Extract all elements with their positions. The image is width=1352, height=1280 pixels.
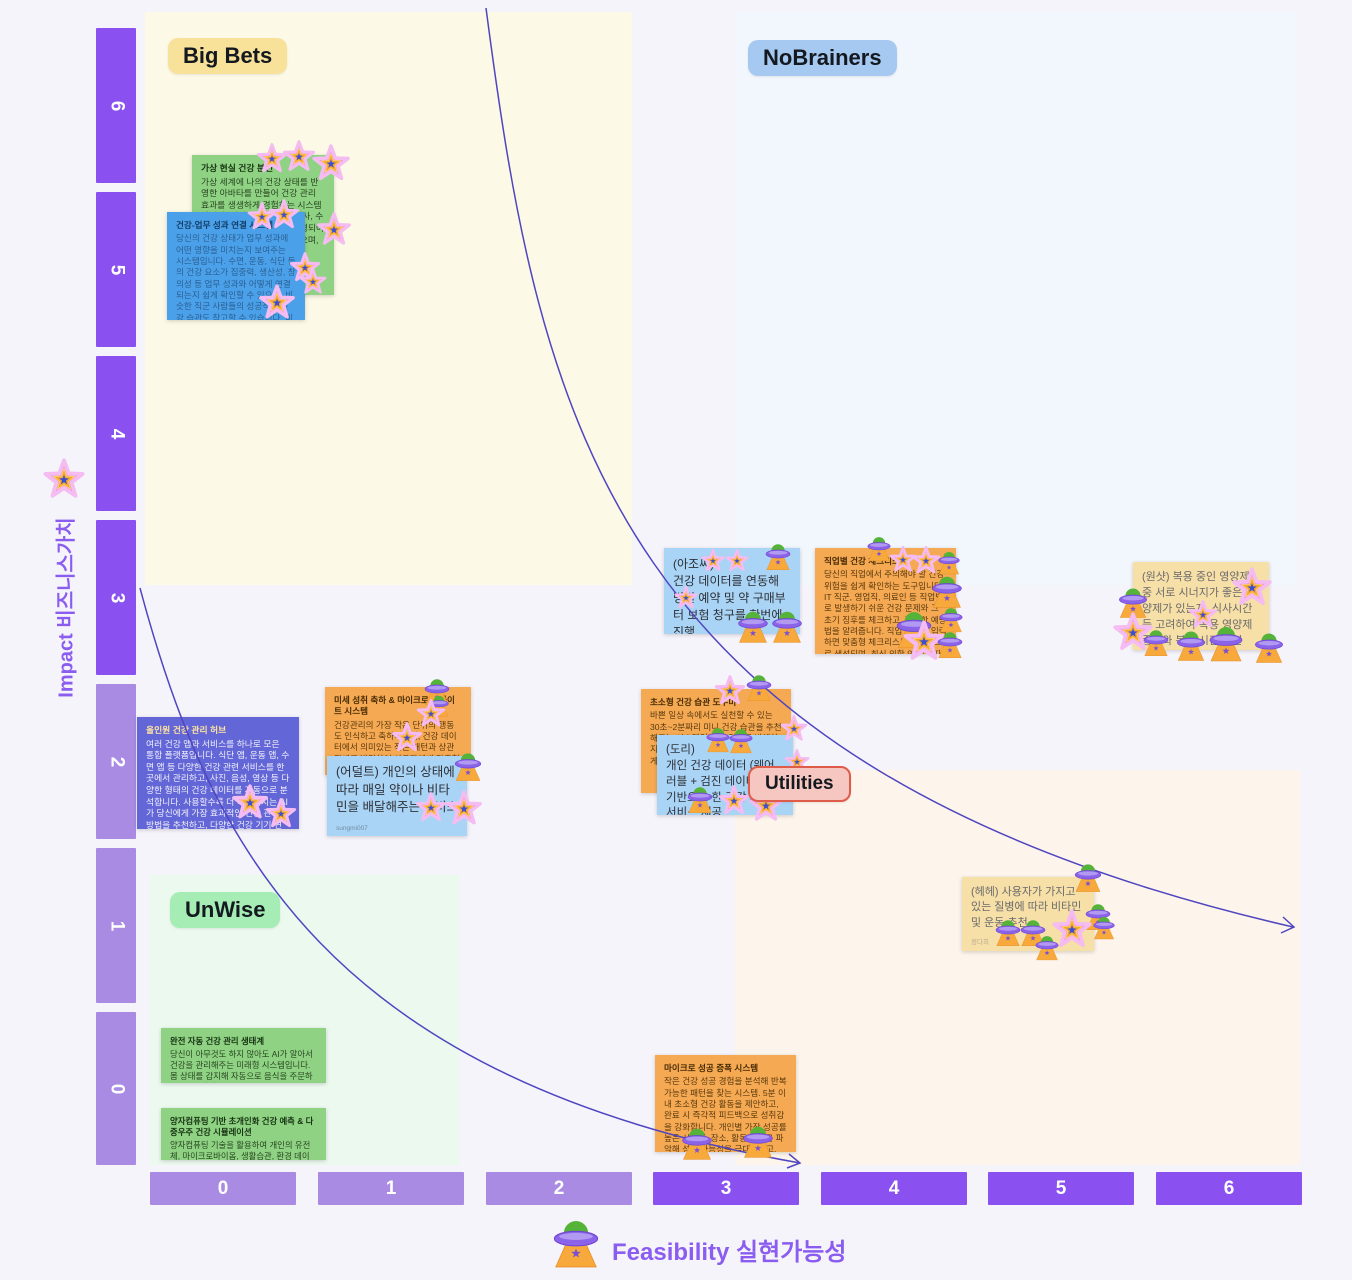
x-tick-0: 0	[150, 1172, 296, 1205]
y-tick-5: 5	[96, 192, 136, 347]
ufo-icon[interactable]	[679, 1126, 715, 1162]
ufo-icon[interactable]	[1091, 915, 1117, 941]
star-icon[interactable]	[267, 198, 301, 232]
note-title: 마이크로 성공 증폭 시스템	[664, 1063, 759, 1073]
ufo-icon	[553, 1220, 599, 1268]
star-icon[interactable]	[779, 714, 809, 744]
star-icon[interactable]	[414, 791, 448, 825]
ufo-icon[interactable]	[763, 542, 793, 572]
star-icon[interactable]	[310, 143, 352, 185]
star-icon[interactable]	[444, 789, 484, 829]
ufo-icon[interactable]	[935, 630, 965, 660]
x-tick-1: 1	[318, 1172, 464, 1205]
y-tick-1: 1	[96, 848, 136, 1003]
star-icon[interactable]	[700, 548, 726, 574]
ufo-icon[interactable]	[929, 574, 965, 610]
y-tick-3: 3	[96, 520, 136, 675]
ufo-icon[interactable]	[769, 609, 805, 645]
note-author: 정다희	[971, 939, 989, 947]
note-body: 당신이 아무것도 하지 않아도 AI가 알아서 건강을 관리해주는 미래형 시스…	[170, 1049, 313, 1083]
star-icon[interactable]	[390, 721, 424, 755]
note-quantum-simulation[interactable]: 양자컴퓨팅 기반 초개인화 건강 예측 & 다중우주 건강 시뮬레이션 양자컴퓨…	[161, 1108, 326, 1160]
x-axis-label: Feasibility 실현가능성	[612, 1239, 847, 1266]
ufo-icon[interactable]	[1174, 629, 1208, 663]
x-tick-2: 2	[486, 1172, 632, 1205]
y-tick-2: 2	[96, 684, 136, 839]
star-icon[interactable]	[257, 283, 297, 323]
star-icon[interactable]	[315, 211, 353, 249]
star-icon[interactable]	[713, 674, 747, 708]
note-title: 건강-업무 성과 연결 시스템	[176, 220, 273, 230]
y-tick-0: 0	[96, 1012, 136, 1165]
ufo-icon[interactable]	[740, 1124, 776, 1160]
note-title: 완전 자동 건강 관리 생태계	[170, 1036, 265, 1046]
star-icon[interactable]	[1230, 566, 1274, 610]
x-tick-6: 6	[1156, 1172, 1302, 1205]
note-work-performance[interactable]: 건강-업무 성과 연결 시스템 당신의 건강 상태가 업무 성과에 어떤 영향을…	[167, 212, 305, 320]
ufo-icon[interactable]	[685, 785, 715, 815]
ufo-icon[interactable]	[727, 727, 755, 755]
x-tick-4: 4	[821, 1172, 967, 1205]
ufo-icon[interactable]	[1206, 624, 1246, 664]
ufo-icon[interactable]	[1072, 862, 1104, 894]
ufo-icon[interactable]	[1141, 628, 1171, 658]
ufo-icon[interactable]	[1252, 631, 1286, 665]
x-tick-3: 3	[653, 1172, 799, 1205]
note-title: 가상 현실 건강 분신	[201, 163, 274, 173]
quadrant-label-nobrainers[interactable]: NoBrainers	[748, 40, 897, 76]
y-tick-4: 4	[96, 356, 136, 511]
quadrant-utilities-region	[735, 770, 1300, 1165]
quadrant-nobrainers-region	[735, 12, 1297, 585]
star-icon[interactable]	[724, 548, 750, 574]
note-auto-ecosystem[interactable]: 완전 자동 건강 관리 생태계 당신이 아무것도 하지 않아도 AI가 알아서 …	[161, 1028, 326, 1083]
ufo-icon[interactable]	[936, 550, 962, 576]
note-body: 당신의 건강 상태가 업무 성과에 어떤 영향을 미치는지 보여주는 시스템입니…	[176, 233, 296, 320]
quadrant-label-big-bets[interactable]: Big Bets	[168, 38, 288, 74]
star-icon[interactable]	[717, 784, 751, 818]
note-title: 올인원 건강 관리 허브	[146, 725, 227, 735]
ufo-icon[interactable]	[744, 673, 774, 703]
star-icon[interactable]	[264, 797, 298, 831]
star-icon[interactable]	[673, 585, 699, 611]
star-icon[interactable]	[298, 267, 328, 297]
quadrant-label-unwise[interactable]: UnWise	[170, 892, 281, 928]
note-title: 양자컴퓨팅 기반 초개인화 건강 예측 & 다중우주 건강 시뮬레이션	[170, 1116, 314, 1138]
x-tick-5: 5	[988, 1172, 1134, 1205]
ufo-icon[interactable]	[452, 751, 484, 783]
quadrant-label-utilities[interactable]: Utilities	[748, 766, 851, 802]
ufo-icon[interactable]	[1033, 934, 1061, 962]
y-tick-6: 6	[96, 28, 136, 183]
note-body: 양자컴퓨팅 기술을 활용하여 개인의 유전체, 마이크로바이옴, 생활습관, 환…	[170, 1140, 311, 1160]
star-icon	[43, 458, 85, 498]
ufo-icon[interactable]	[735, 609, 771, 645]
